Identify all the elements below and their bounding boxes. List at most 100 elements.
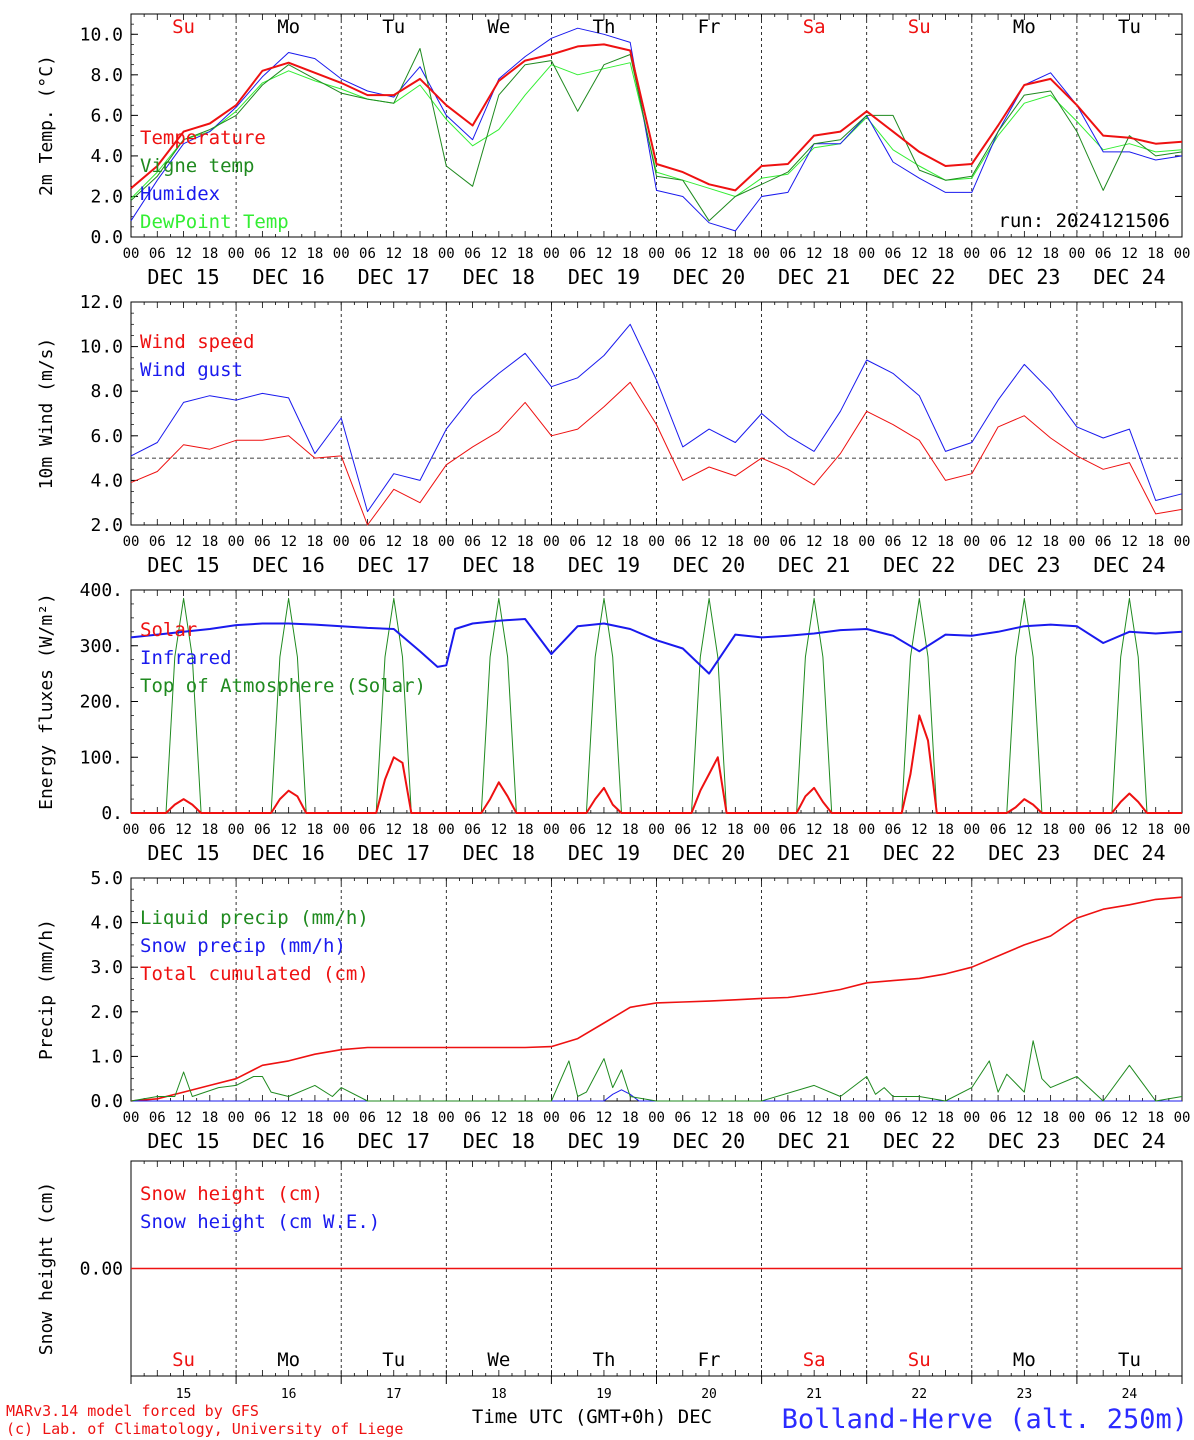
y-axis-title: 2m Temp. (°C) <box>36 55 57 196</box>
date-label: DEC 23 <box>988 553 1060 577</box>
hour-label: 00 <box>963 246 980 262</box>
hour-label: 12 <box>596 246 613 262</box>
series-line-2 <box>130 323 1183 513</box>
hour-label: 18 <box>622 822 639 838</box>
day-number-label: 15 <box>176 1387 192 1402</box>
date-label: DEC 18 <box>463 1129 535 1153</box>
hour-label: 18 <box>201 1110 218 1126</box>
hour-label: 18 <box>517 1110 534 1126</box>
hour-label: 12 <box>701 1110 718 1126</box>
y-axis-title: Snow height (cm) <box>36 1182 57 1355</box>
hour-label: 12 <box>806 246 823 262</box>
date-label: DEC 16 <box>253 553 325 577</box>
date-label: DEC 24 <box>1093 553 1165 577</box>
hour-label: 06 <box>674 1110 691 1126</box>
date-label: DEC 24 <box>1093 265 1165 289</box>
date-label: DEC 15 <box>147 553 219 577</box>
hour-label: 06 <box>885 1110 902 1126</box>
hour-label: 18 <box>201 534 218 550</box>
hour-label: 18 <box>1042 1110 1059 1126</box>
legend-entry: Temperature <box>140 127 266 149</box>
legend-entry: Liquid precip (mm/h) <box>140 907 369 929</box>
hour-label: 00 <box>648 822 665 838</box>
hour-label: 00 <box>648 534 665 550</box>
y-tick-label: 0.0 <box>90 1091 123 1112</box>
hour-label: 12 <box>1121 822 1138 838</box>
hour-label: 06 <box>149 246 166 262</box>
hour-label: 06 <box>990 822 1007 838</box>
hour-label: 12 <box>175 246 192 262</box>
date-label: DEC 20 <box>673 553 745 577</box>
hour-label: 06 <box>1095 822 1112 838</box>
hour-label: 06 <box>569 246 586 262</box>
hour-label: 12 <box>1121 534 1138 550</box>
hour-label: 12 <box>911 1110 928 1126</box>
date-label: DEC 18 <box>463 841 535 865</box>
hour-label: 00 <box>543 822 560 838</box>
hour-label: 12 <box>1016 822 1033 838</box>
series-line-1 <box>130 1040 1183 1102</box>
hour-label: 12 <box>385 822 402 838</box>
hour-label: 06 <box>1095 1110 1112 1126</box>
hour-label: 00 <box>1174 1110 1191 1126</box>
chart-panels: 0.0 2.0 4.0 6.0 8.0 10.0 2m Temp. (°C) Temperat… <box>36 13 1191 1402</box>
hour-label: 00 <box>1068 1110 1085 1126</box>
day-abbr-label: Mo <box>277 16 300 38</box>
hour-label: 06 <box>569 534 586 550</box>
hour-label: 06 <box>464 822 481 838</box>
hour-label: 18 <box>306 246 323 262</box>
series-line-3 <box>130 27 1183 232</box>
day-number-label: 22 <box>911 1387 927 1402</box>
date-label: DEC 17 <box>358 841 430 865</box>
hour-label: 00 <box>753 822 770 838</box>
hour-label: 00 <box>333 246 350 262</box>
series-line-2 <box>131 1089 1182 1102</box>
hour-label: 06 <box>779 1110 796 1126</box>
hour-label: 18 <box>727 246 744 262</box>
y-tick-label: 8.0 <box>90 65 123 86</box>
hour-label: 12 <box>596 822 613 838</box>
hour-label: 12 <box>806 1110 823 1126</box>
hour-label: 00 <box>543 534 560 550</box>
hour-label: 18 <box>727 822 744 838</box>
hour-label: 18 <box>412 534 429 550</box>
date-label: DEC 22 <box>883 841 955 865</box>
hour-label: 00 <box>858 822 875 838</box>
y-tick-label: 100. <box>80 747 123 768</box>
date-label: DEC 19 <box>568 1129 640 1153</box>
hour-label: 18 <box>937 1110 954 1126</box>
hour-label: 00 <box>1174 822 1191 838</box>
hour-label: 12 <box>385 246 402 262</box>
date-label: DEC 22 <box>883 265 955 289</box>
hour-label: 18 <box>832 822 849 838</box>
hour-label: 00 <box>753 534 770 550</box>
hour-label: 18 <box>832 1110 849 1126</box>
hour-label: 00 <box>228 1110 245 1126</box>
hour-label: 00 <box>123 534 140 550</box>
day-abbr-label: Th <box>593 1349 616 1371</box>
hour-label: 18 <box>517 822 534 838</box>
hour-label: 12 <box>385 1110 402 1126</box>
legend-entry: Snow precip (mm/h) <box>140 935 346 957</box>
day-number-label: 21 <box>806 1387 822 1402</box>
hour-label: 18 <box>937 534 954 550</box>
hour-label: 18 <box>937 822 954 838</box>
y-tick-label: 0.00 <box>80 1259 123 1280</box>
legend-entry: Solar <box>140 619 197 641</box>
date-label: DEC 18 <box>463 553 535 577</box>
day-number-label: 19 <box>596 1387 612 1402</box>
series-line-1 <box>130 43 1183 192</box>
day-abbr-label: Sa <box>803 16 826 38</box>
hour-label: 12 <box>385 534 402 550</box>
date-label: DEC 19 <box>568 841 640 865</box>
y-axis-title: Energy fluxes (W/m²) <box>36 593 57 810</box>
hour-label: 12 <box>280 822 297 838</box>
y-tick-label: 10.0 <box>80 337 123 358</box>
day-abbr-label: Su <box>172 1349 195 1371</box>
hour-label: 06 <box>359 246 376 262</box>
hour-label: 06 <box>464 534 481 550</box>
hour-label: 18 <box>412 246 429 262</box>
y-tick-label: 5.0 <box>90 868 123 889</box>
y-tick-label: 400. <box>80 580 123 601</box>
hour-label: 18 <box>727 534 744 550</box>
